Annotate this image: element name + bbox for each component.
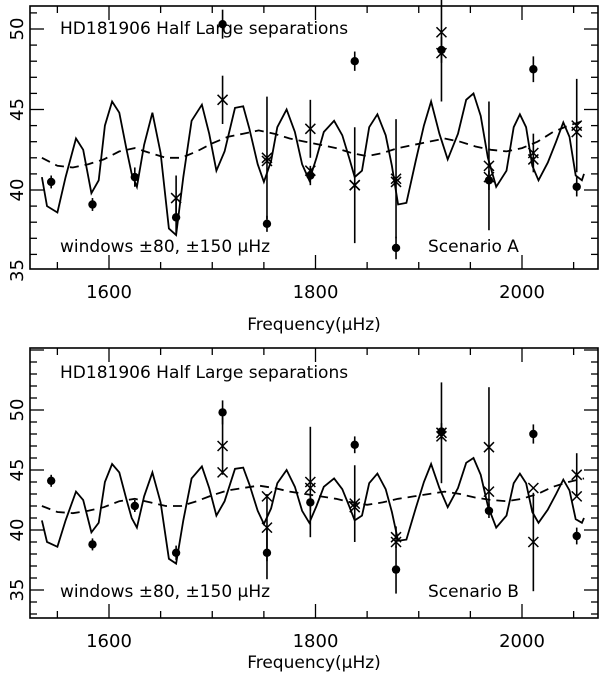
data-point-dot xyxy=(350,440,359,449)
plot-frame-b xyxy=(29,347,599,619)
dashed-curve xyxy=(41,119,585,169)
solid-curve xyxy=(41,456,585,566)
data-point-cross xyxy=(217,94,229,106)
dashed-curve xyxy=(41,477,585,515)
data-point-cross xyxy=(527,536,539,548)
data-point-cross xyxy=(435,427,447,439)
note-scenario-b: Scenario B xyxy=(428,582,519,602)
data-point-dot xyxy=(391,243,401,253)
x-tick-label: 1800 xyxy=(293,631,339,652)
x-axis-title-a: Frequency(μHz) xyxy=(247,315,381,335)
y-tick-label: 45 xyxy=(7,459,28,482)
x-tick-label: 1800 xyxy=(293,282,339,303)
y-tick-label: 35 xyxy=(7,579,28,602)
data-point-cross xyxy=(527,153,539,165)
data-point-cross xyxy=(435,26,447,38)
data-point-cross xyxy=(217,466,229,478)
data-point-cross xyxy=(390,531,402,543)
data-point-cross xyxy=(571,469,583,481)
data-point-dot xyxy=(391,565,401,574)
data-point-cross xyxy=(217,440,229,452)
data-point-cross xyxy=(261,155,273,167)
data-point-cross xyxy=(527,482,539,494)
data-point-cross xyxy=(261,522,273,534)
data-point-cross xyxy=(483,486,495,498)
chart-title-b: HD181906 Half Large separations xyxy=(60,363,348,383)
data-point-dot xyxy=(46,177,56,187)
data-point-dot xyxy=(130,172,140,182)
x-axis-title-b: Frequency(μHz) xyxy=(247,653,381,673)
data-point-cross xyxy=(349,501,361,513)
data-point-dot xyxy=(350,57,359,66)
data-point-dot xyxy=(262,219,272,229)
data-point-dot xyxy=(529,65,538,74)
y-tick-label: 50 xyxy=(7,18,28,41)
data-point-dot xyxy=(529,429,538,439)
data-point-cross xyxy=(170,192,182,204)
data-point-cross xyxy=(483,160,495,172)
data-point-cross xyxy=(390,176,402,188)
x-tick-label: 1600 xyxy=(86,631,132,652)
data-point-cross xyxy=(349,498,361,510)
data-point-cross xyxy=(349,179,361,191)
y-tick-label: 45 xyxy=(7,98,28,121)
panel-scenario-a: 1600 1800 2000 35 40 45 50 HD181906 Half Large… xyxy=(7,0,599,335)
data-point-cross xyxy=(483,441,495,453)
plot-frame-a xyxy=(29,5,599,270)
data-point-cross xyxy=(435,47,447,59)
note-windows-b: windows ±80, ±150 μHz xyxy=(60,582,270,602)
solid-curve xyxy=(41,91,585,237)
data-point-cross xyxy=(390,173,402,185)
y-tick-label: 40 xyxy=(7,519,28,542)
data-point-dot xyxy=(171,548,181,557)
data-point-cross xyxy=(304,482,316,494)
data-point-dot xyxy=(88,200,97,209)
data-point-dot xyxy=(572,182,581,191)
data-point-dot xyxy=(46,476,56,485)
y-tick-label: 35 xyxy=(7,259,28,282)
data-point-cross xyxy=(571,126,583,138)
data-point-cross xyxy=(304,165,316,177)
note-scenario-a: Scenario A xyxy=(428,237,519,257)
data-point-cross xyxy=(261,490,273,502)
data-point-cross xyxy=(304,123,316,135)
data-point-cross xyxy=(390,536,402,548)
panel-scenario-b: 1600 1800 2000 35 40 45 50 HD181906 Half Large… xyxy=(7,347,599,673)
data-point-cross xyxy=(261,152,273,164)
data-point-dot xyxy=(484,506,494,515)
data-point-cross xyxy=(483,171,495,183)
data-point-dot xyxy=(88,540,97,549)
plot-data-a: 1600 1800 2000 35 40 45 50 xyxy=(7,0,598,303)
y-tick-label: 40 xyxy=(7,179,28,202)
plot-data-b: 1600 1800 2000 35 40 45 50 xyxy=(7,348,598,652)
data-point-dot xyxy=(218,408,227,417)
data-point-cross xyxy=(571,490,583,502)
note-windows-a: windows ±80, ±150 μHz xyxy=(60,237,270,257)
data-point-cross xyxy=(435,430,447,442)
data-point-dot xyxy=(218,19,227,29)
data-point-dot xyxy=(130,501,140,511)
y-tick-label: 50 xyxy=(7,399,28,422)
x-tick-label: 2000 xyxy=(499,631,545,652)
x-tick-label: 2000 xyxy=(499,282,545,303)
x-tick-label: 1600 xyxy=(86,282,132,303)
data-point-dot xyxy=(572,531,581,541)
chart-title-a: HD181906 Half Large separations xyxy=(60,19,348,39)
